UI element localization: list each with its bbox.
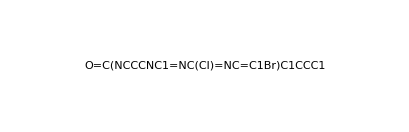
- Text: O=C(NCCCNC1=NC(Cl)=NC=C1Br)C1CCC1: O=C(NCCCNC1=NC(Cl)=NC=C1Br)C1CCC1: [84, 61, 325, 71]
